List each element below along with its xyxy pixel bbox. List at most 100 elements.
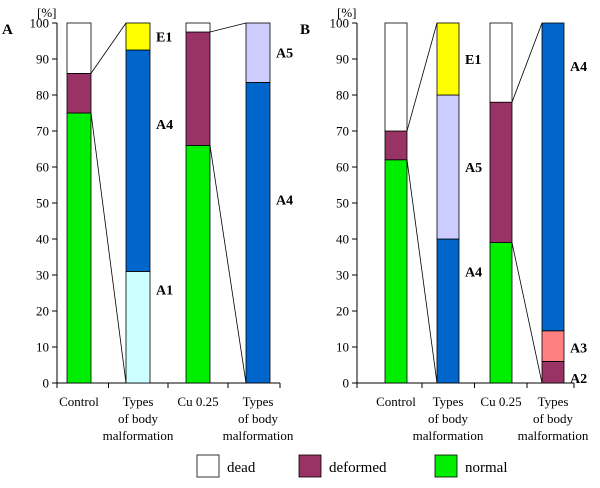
legend-swatch-dead xyxy=(196,454,220,478)
x-category-label-line: malformation xyxy=(413,428,484,443)
chart-panel-b: B [%] 0 10 20 30 40 50 60 70 80 90 100 Control A4 A5 E1 T… xyxy=(300,5,589,443)
legend: dead deformed normal xyxy=(196,454,508,478)
segment-label-a3: A3 xyxy=(570,341,587,356)
connector-line xyxy=(209,22,247,33)
bar-segment-a4 xyxy=(125,49,151,272)
y-tick-label: 20 xyxy=(36,304,49,319)
y-tick-label: 100 xyxy=(30,16,50,31)
y-tick-label: 80 xyxy=(336,88,349,103)
y-tick-label: 100 xyxy=(330,16,350,31)
segment-label-a5: A5 xyxy=(276,47,293,62)
y-tick-label: 10 xyxy=(36,340,49,355)
bar-segment-deformed xyxy=(185,31,211,146)
x-category-label-line: of body xyxy=(428,411,469,426)
connector-line xyxy=(511,22,543,103)
y-tick-label: 30 xyxy=(36,268,49,283)
x-category-label: Cu 0.25 xyxy=(480,394,521,409)
bar-segment-a2 xyxy=(541,360,565,384)
x-category-label: Types of body malformation xyxy=(518,394,589,443)
legend-label-deformed: deformed xyxy=(329,460,387,476)
x-category-label-line: malformation xyxy=(223,428,294,443)
y-tick-label: 50 xyxy=(36,196,49,211)
y-axis-unit-label: [%] xyxy=(37,5,57,20)
x-category-label-line: Types xyxy=(243,394,274,409)
y-tick-label: 70 xyxy=(336,124,349,139)
connector-line xyxy=(406,159,438,384)
bar-segment-a1 xyxy=(125,270,151,384)
y-tick-label: 90 xyxy=(336,52,349,67)
connector-line xyxy=(209,145,247,384)
legend-label-dead: dead xyxy=(227,460,256,476)
x-category-label-line: Control xyxy=(59,394,99,409)
bar-segment-a5 xyxy=(436,94,460,240)
y-tick-label: 20 xyxy=(336,304,349,319)
x-category-label-line: of body xyxy=(238,411,279,426)
x-category-label: Types of body malformation xyxy=(413,394,484,443)
y-tick-label: 60 xyxy=(336,160,349,175)
segment-label-a1: A1 xyxy=(156,283,173,298)
y-axis-unit-label: [%] xyxy=(337,5,357,20)
x-category-label-line: malformation xyxy=(103,428,174,443)
bar-segment-dead xyxy=(185,22,211,33)
segment-label-a4: A4 xyxy=(276,193,293,208)
y-tick-label: 30 xyxy=(336,268,349,283)
bar-segment-normal xyxy=(185,144,211,384)
x-category-label-line: malformation xyxy=(518,428,589,443)
x-category-label-line: Types xyxy=(123,394,154,409)
bar-segment-a3 xyxy=(541,330,565,362)
x-category-label-line: Types xyxy=(433,394,464,409)
bar-segment-deformed xyxy=(66,73,92,114)
segment-label-a4: A4 xyxy=(156,118,173,133)
connector-line xyxy=(406,22,438,132)
legend-swatch-deformed xyxy=(298,454,322,478)
y-tick-label: 50 xyxy=(336,196,349,211)
x-category-label: Types of body malformation xyxy=(103,394,174,443)
bar-segment-normal xyxy=(66,112,92,384)
segment-label-a4: A4 xyxy=(465,265,482,280)
bar-segment-a4 xyxy=(245,82,271,384)
bar-segment-normal xyxy=(384,159,408,384)
bar-segment-dead xyxy=(384,22,408,132)
bar-segment-a5 xyxy=(245,22,271,83)
x-category-label-line: of body xyxy=(118,411,159,426)
y-tick-label: 0 xyxy=(343,376,350,391)
panel-letter: B xyxy=(300,22,310,38)
legend-label-normal: normal xyxy=(465,460,508,476)
bar-segment-deformed xyxy=(489,101,513,243)
bar-segment-dead xyxy=(489,22,513,103)
x-category-label-line: Cu 0.25 xyxy=(177,394,218,409)
connector-line xyxy=(90,112,127,384)
segment-label-a4: A4 xyxy=(570,60,587,75)
bar-segment-normal xyxy=(489,242,513,384)
y-tick-label: 60 xyxy=(36,160,49,175)
x-category-label-line: of body xyxy=(533,411,574,426)
segment-label-e1: E1 xyxy=(156,31,172,46)
legend-swatch-normal xyxy=(434,454,458,478)
x-category-label-line: Control xyxy=(376,394,416,409)
y-tick-label: 80 xyxy=(36,88,49,103)
connector-line xyxy=(90,22,127,74)
y-tick-label: 40 xyxy=(36,232,49,247)
x-category-label-line: Cu 0.25 xyxy=(480,394,521,409)
x-category-label: Types of body malformation xyxy=(223,394,294,443)
bar-segment-deformed xyxy=(384,130,408,161)
y-tick-label: 90 xyxy=(36,52,49,67)
bar-segment-a4 xyxy=(436,238,460,384)
x-category-label: Cu 0.25 xyxy=(177,394,218,409)
y-tick-label: 10 xyxy=(336,340,349,355)
y-tick-label: 0 xyxy=(43,376,50,391)
segment-label-a5: A5 xyxy=(465,161,482,176)
bar-segment-e1 xyxy=(436,22,460,96)
y-tick-label: 70 xyxy=(36,124,49,139)
panel-letter: A xyxy=(2,22,13,38)
connector-line xyxy=(511,242,543,384)
bar-segment-a4 xyxy=(541,22,565,332)
x-category-label-line: Types xyxy=(538,394,569,409)
y-tick-label: 40 xyxy=(336,232,349,247)
segment-label-a2: A2 xyxy=(570,372,587,387)
bar-segment-e1 xyxy=(125,22,151,51)
x-category-label: Control xyxy=(59,394,99,409)
bar-segment-dead xyxy=(66,22,92,74)
x-category-label: Control xyxy=(376,394,416,409)
